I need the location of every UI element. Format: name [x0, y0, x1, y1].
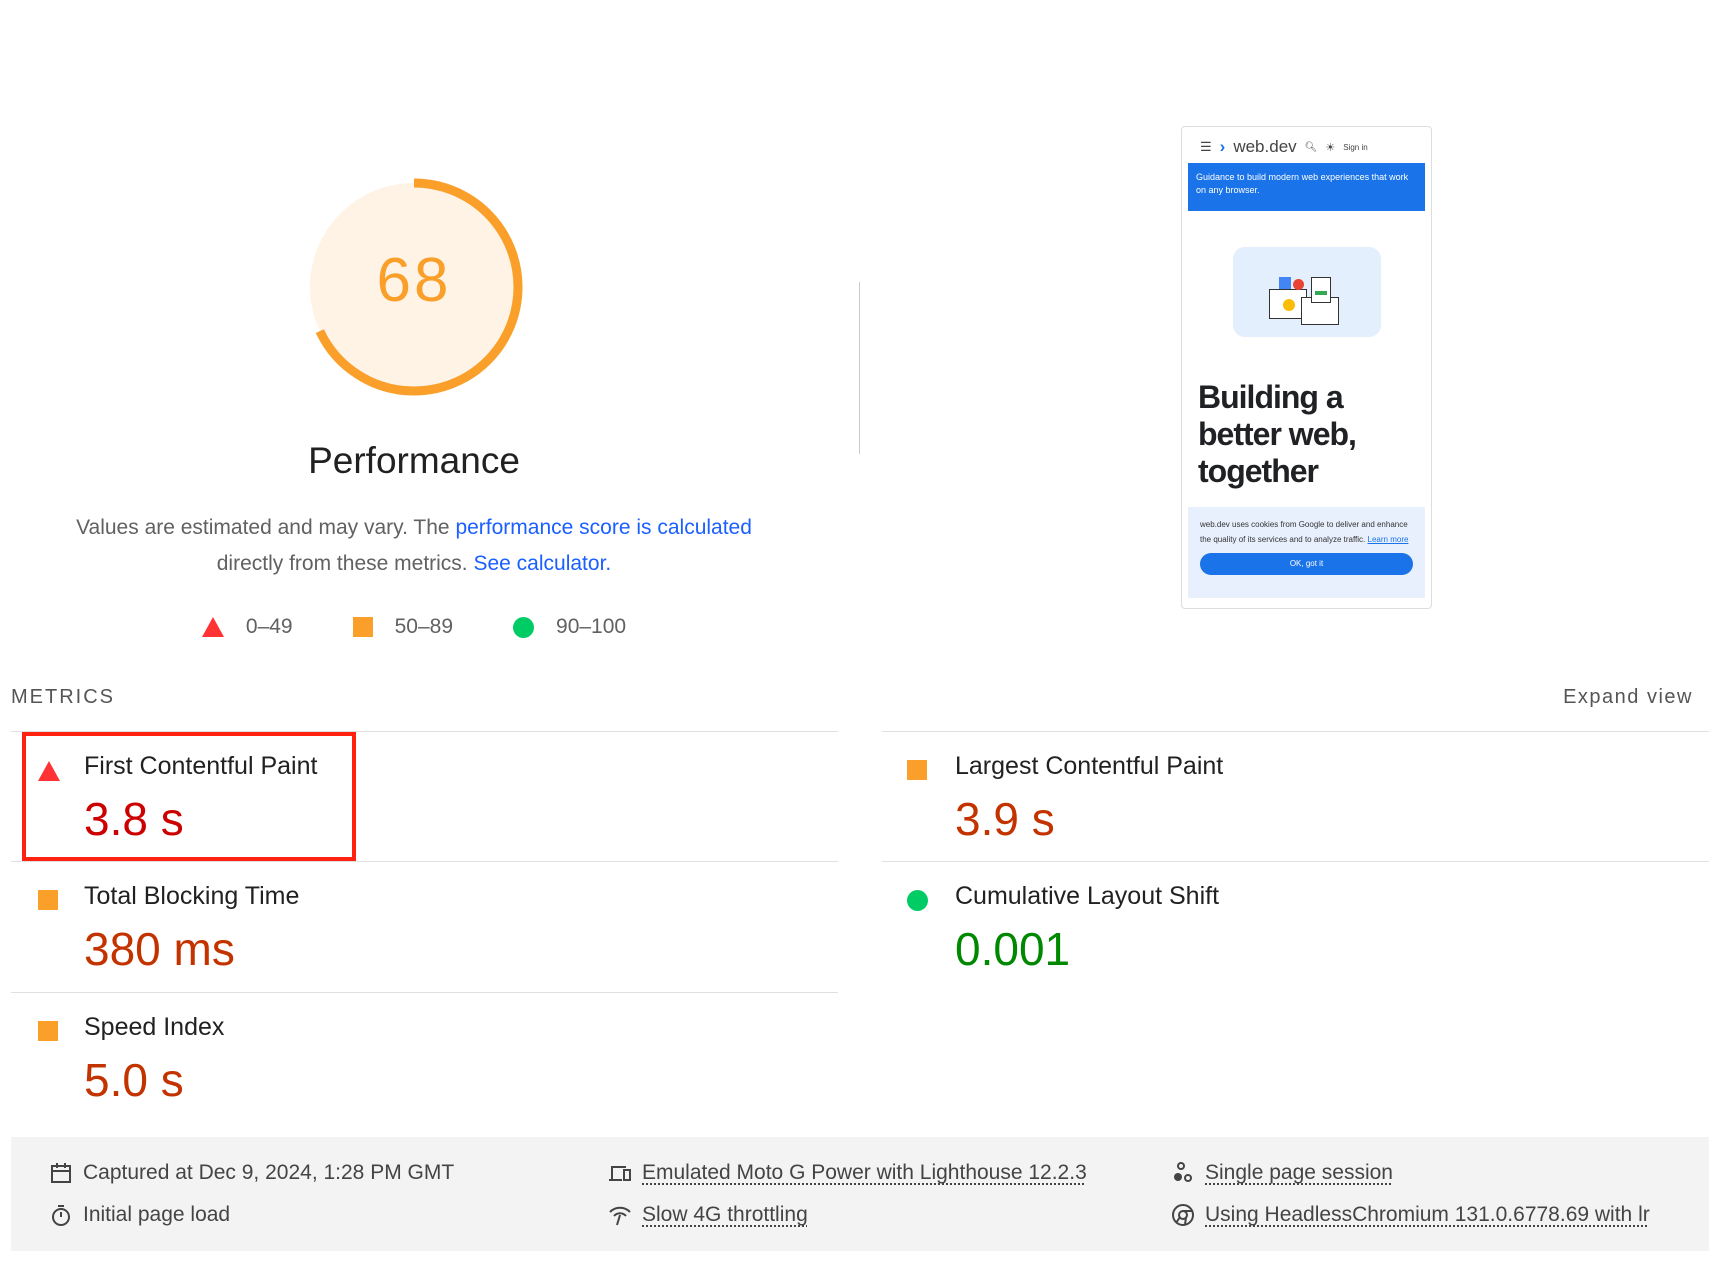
- metric-tbt[interactable]: Total Blocking Time 380 ms: [11, 861, 838, 991]
- calendar-icon: [51, 1163, 71, 1183]
- divider: [859, 282, 860, 454]
- fail-triangle-icon: [201, 617, 224, 637]
- throttling-link[interactable]: Slow 4G throttling: [642, 1203, 808, 1226]
- category-title: Performance: [308, 440, 520, 481]
- illustration: [1232, 247, 1381, 337]
- highlight-box: [22, 732, 356, 861]
- metric-cls[interactable]: Cumulative Layout Shift 0.001: [882, 861, 1709, 991]
- logo-text: web.dev: [1233, 137, 1297, 156]
- pass-circle-icon: [907, 890, 928, 911]
- search-icon: 🔍︎: [1304, 141, 1318, 153]
- ok-got-it-button[interactable]: OK, got it: [1200, 553, 1413, 575]
- score-description: Values are estimated and may vary. The p…: [76, 516, 752, 575]
- chrome-icon: [1172, 1204, 1194, 1226]
- score-calculated-link[interactable]: performance score is calculated: [455, 516, 752, 539]
- webdev-logo-icon: ›: [1219, 137, 1226, 156]
- device-link[interactable]: Emulated Moto G Power with Lighthouse 12…: [642, 1161, 1087, 1184]
- theme-icon: ☀: [1325, 141, 1336, 154]
- session-icon: [1174, 1162, 1192, 1182]
- see-calculator-link[interactable]: See calculator.: [473, 552, 612, 575]
- average-square-icon: [352, 617, 373, 637]
- score-legend: 0–49 50–89 90–100: [0, 615, 828, 639]
- session-link[interactable]: Single page session: [1205, 1161, 1393, 1184]
- final-screenshot[interactable]: ☰ › web.dev 🔍︎ ☀ Sign in Guidance to bui…: [1181, 126, 1432, 609]
- network-icon: [609, 1206, 631, 1226]
- banner: Guidance to build modern web experiences…: [1188, 163, 1425, 211]
- expand-view-button[interactable]: Expand view: [1563, 686, 1693, 708]
- performance-score: 68: [376, 246, 452, 315]
- menu-icon: ☰: [1200, 139, 1212, 154]
- average-square-icon: [907, 760, 927, 780]
- metric-si[interactable]: Speed Index 5.0 s: [11, 992, 838, 1122]
- average-square-icon: [38, 890, 58, 910]
- fail-triangle-icon: [38, 761, 60, 781]
- headline: Building a better web, together: [1198, 379, 1357, 489]
- timer-icon: [52, 1205, 70, 1226]
- metrics-heading: METRICS: [11, 686, 115, 708]
- metric-fcp[interactable]: First Contentful Paint 3.8 s: [11, 731, 838, 861]
- runtime-settings: Captured at Dec 9, 2024, 1:28 PM GMT Ini…: [11, 1137, 1709, 1251]
- browser-link[interactable]: Using HeadlessChromium 131.0.6778.69 wit…: [1205, 1203, 1650, 1226]
- performance-gauge: [305, 178, 523, 396]
- cookie-banner: web.dev uses cookies from Google to deli…: [1188, 507, 1425, 598]
- devices-icon: [609, 1166, 631, 1181]
- pass-circle-icon: [513, 616, 535, 638]
- average-square-icon: [38, 1021, 58, 1041]
- learn-more-link[interactable]: Learn more: [1367, 535, 1409, 544]
- metric-lcp[interactable]: Largest Contentful Paint 3.9 s: [882, 731, 1709, 861]
